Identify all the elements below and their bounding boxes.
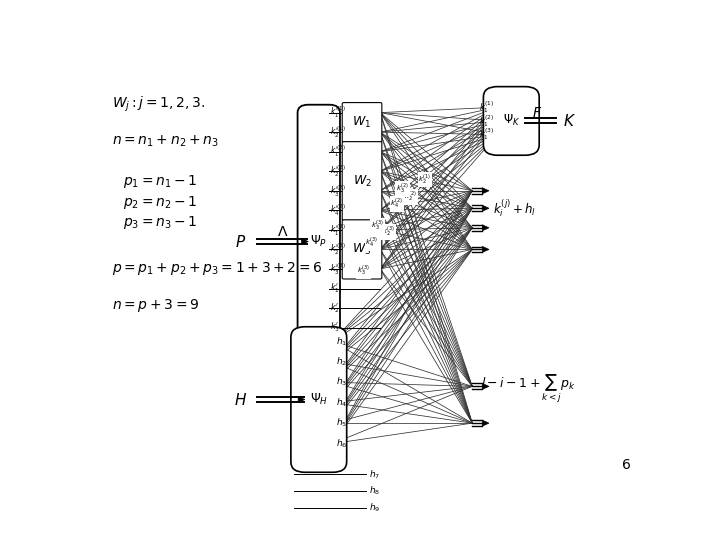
Text: $p_1=n_1-1$: $p_1=n_1-1$ (124, 173, 198, 190)
Text: $h_5$: $h_5$ (336, 417, 347, 429)
Text: $l-i-1+\sum_{k<j}p_k$: $l-i-1+\sum_{k<j}p_k$ (481, 373, 575, 405)
Text: $k_1^{(2)}$: $k_1^{(2)}$ (480, 113, 495, 129)
FancyBboxPatch shape (297, 105, 340, 379)
Text: $k_1^{\prime(1)}$: $k_1^{\prime(1)}$ (330, 105, 346, 120)
Text: $k_2^{(1)}$: $k_2^{(1)}$ (418, 172, 431, 187)
Polygon shape (482, 420, 489, 426)
Text: $k_3^{\prime(2)}$: $k_3^{\prime(2)}$ (330, 183, 346, 199)
Text: $k_1^{\prime(3)}$: $k_1^{\prime(3)}$ (330, 222, 346, 238)
Text: $P$: $P$ (235, 233, 246, 249)
Text: $k_1^{(1)}$: $k_1^{(1)}$ (480, 99, 495, 115)
Text: $h_4$: $h_4$ (336, 396, 347, 409)
Text: $k_2^{\prime(1)}$: $k_2^{\prime(1)}$ (330, 124, 346, 140)
FancyBboxPatch shape (342, 103, 382, 142)
Text: $K$: $K$ (563, 113, 576, 129)
FancyBboxPatch shape (291, 327, 347, 472)
FancyBboxPatch shape (342, 141, 382, 220)
Text: $k_2^{\prime}$: $k_2^{\prime}$ (330, 301, 341, 315)
Polygon shape (302, 239, 308, 245)
FancyBboxPatch shape (342, 220, 382, 279)
Text: $W_3$: $W_3$ (352, 242, 372, 257)
Text: $\Psi_P$: $\Psi_P$ (310, 234, 328, 249)
Text: $k_4^{(2)}$: $k_4^{(2)}$ (390, 197, 403, 211)
Text: $\Psi_H$: $\Psi_H$ (310, 392, 328, 407)
Text: $h_2$: $h_2$ (336, 355, 346, 368)
Text: $W_1$: $W_1$ (353, 115, 372, 130)
Text: $k_4^{(3)}$: $k_4^{(3)}$ (365, 236, 378, 251)
Text: $\Lambda$: $\Lambda$ (277, 225, 289, 239)
Text: $H$: $H$ (234, 392, 247, 408)
Text: 6: 6 (622, 458, 631, 472)
Text: $k_3^{(2)}$: $k_3^{(2)}$ (396, 181, 409, 196)
Text: $F$: $F$ (533, 106, 543, 120)
Text: $k_1^{\prime}$: $k_1^{\prime}$ (330, 282, 341, 295)
Text: $k_1^{(3)}$: $k_1^{(3)}$ (480, 127, 495, 143)
Text: $h_1$: $h_1$ (336, 335, 347, 348)
Text: $W_j: j=1,2,3.$: $W_j: j=1,2,3.$ (112, 94, 206, 114)
Text: $k_i^{(j)}+h_l$: $k_i^{(j)}+h_l$ (493, 198, 536, 219)
Text: $p=p_1+p_2+p_3=1+3+2=6$: $p=p_1+p_2+p_3=1+3+2=6$ (112, 260, 323, 277)
Text: $n=n_1+n_2+n_3$: $n=n_1+n_2+n_3$ (112, 134, 219, 150)
Text: $h_3$: $h_3$ (336, 376, 347, 388)
Text: $W_2$: $W_2$ (353, 173, 372, 188)
Text: $p_2=n_2-1$: $p_2=n_2-1$ (124, 193, 198, 211)
Text: $h_9$: $h_9$ (369, 501, 380, 514)
Text: $k_3^{\prime}$: $k_3^{\prime}$ (330, 321, 341, 334)
Text: $h_7$: $h_7$ (369, 468, 380, 481)
FancyBboxPatch shape (483, 86, 539, 155)
Text: $k_2^{(2)}$: $k_2^{(2)}$ (405, 190, 418, 204)
Text: $k_3^{(3)}$: $k_3^{(3)}$ (357, 264, 370, 278)
Polygon shape (482, 188, 489, 194)
Text: $k_3^{(3)}$: $k_3^{(3)}$ (371, 219, 384, 233)
Text: $k_4^{\prime(2)}$: $k_4^{\prime(2)}$ (330, 202, 346, 218)
Text: $k_2^{\prime(3)}$: $k_2^{\prime(3)}$ (330, 242, 346, 257)
Text: $p_3=n_3-1$: $p_3=n_3-1$ (124, 214, 198, 231)
Text: $n=p+3=9$: $n=p+3=9$ (112, 298, 199, 314)
Text: $k_3^{\prime(3)}$: $k_3^{\prime(3)}$ (330, 261, 346, 276)
Polygon shape (482, 225, 489, 231)
Text: $h_6$: $h_6$ (336, 437, 347, 450)
Text: $k_1^{\prime(2)}$: $k_1^{\prime(2)}$ (330, 144, 346, 159)
Polygon shape (482, 205, 489, 211)
Text: $h_8$: $h_8$ (369, 485, 380, 497)
Text: $k_2^{\prime(2)}$: $k_2^{\prime(2)}$ (330, 164, 346, 179)
Polygon shape (482, 383, 489, 389)
Polygon shape (298, 396, 305, 402)
Text: $\Psi_K$: $\Psi_K$ (503, 113, 520, 129)
Text: $k_2^{(3)}$: $k_2^{(3)}$ (382, 225, 395, 239)
Polygon shape (482, 246, 489, 252)
